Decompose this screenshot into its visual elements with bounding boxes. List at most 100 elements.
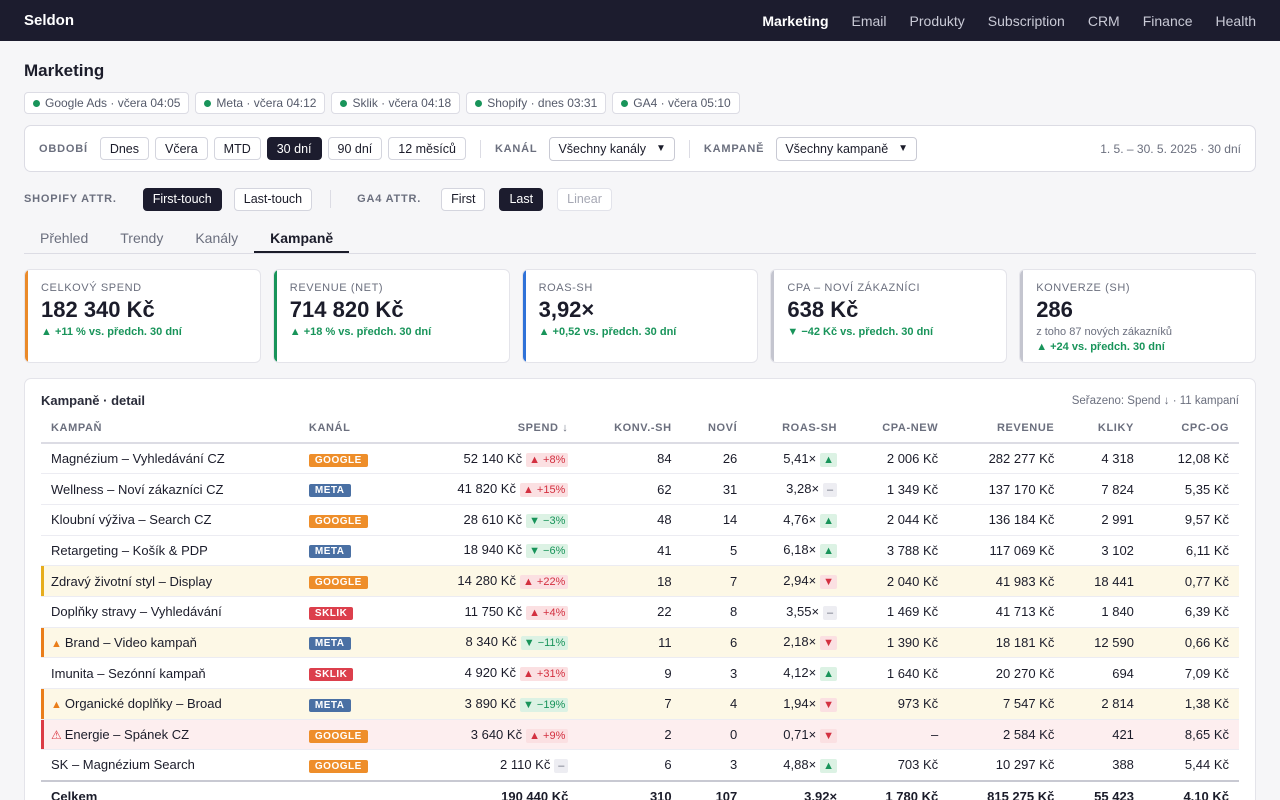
revenue-cell: 41 983 Kč	[948, 565, 1065, 597]
spend-cell: 3 640 Kč ▲ +9%	[403, 719, 579, 751]
period-button-vcera[interactable]: Včera	[155, 137, 208, 160]
kpi-label: CPA – NOVÍ ZÁKAZNÍCI	[787, 282, 921, 294]
table-row[interactable]: Wellness – Noví zákazníci CZ META 41 820 K…	[41, 473, 1239, 505]
spend-cell: 8 340 Kč ▼ −11%	[403, 627, 579, 659]
shopify-attr-last-touch[interactable]: Last-touch	[233, 187, 313, 211]
kpi-delta: ▲ +0,52 vs. předch. 30 dní	[538, 326, 677, 338]
ga4-attr-first[interactable]: First	[441, 187, 486, 211]
campaign-name[interactable]: Retargeting – Košík & PDP	[51, 542, 208, 558]
column-header-novi[interactable]: NOVÍ	[681, 422, 748, 444]
campaign-name[interactable]: Organické doplňky – Broad	[64, 696, 222, 712]
table-row[interactable]: ▲ Brand – Video kampaň META 8 340 Kč ▼ −11% 1…	[41, 627, 1239, 659]
period-button-90-dni[interactable]: 90 dní	[327, 137, 383, 160]
status-dot-icon	[204, 99, 212, 107]
period-label: OBDOBÍ	[39, 142, 88, 155]
column-header-kanal[interactable]: KANÁL	[298, 422, 404, 444]
channel-cell: SKLIK	[298, 657, 404, 689]
trend-down-icon: ▼	[820, 636, 838, 651]
new-customers-cell: 5	[681, 535, 748, 567]
channel-cell: GOOGLE	[298, 443, 404, 475]
kpi-delta: ▲ +18 % vs. předch. 30 dní	[289, 326, 432, 338]
nav-item-subscription[interactable]: Subscription	[987, 12, 1065, 29]
nav-item-health[interactable]: Health	[1215, 12, 1256, 29]
spend-cell: 3 890 Kč ▼ −19%	[403, 688, 579, 720]
table-row[interactable]: Zdravý životní styl – Display GOOGLE 14 28…	[41, 565, 1239, 597]
ga4-attr-last[interactable]: Last	[499, 187, 544, 211]
campaign-name[interactable]: Doplňky stravy – Vyhledávání	[51, 604, 222, 620]
nav-item-crm[interactable]: CRM	[1087, 12, 1120, 29]
campaign-name[interactable]: Zdravý životní styl – Display	[51, 573, 213, 589]
revenue-cell: 41 713 Kč	[948, 596, 1065, 628]
period-button-mtd[interactable]: MTD	[213, 137, 261, 160]
kpi-delta: ▲ +11 % vs. předch. 30 dní	[41, 326, 182, 338]
table-row[interactable]: Doplňky stravy – Vyhledávání SKLIK 11 750 …	[41, 596, 1239, 628]
table-row[interactable]: ⚠ Energie – Spánek CZ GOOGLE 3 640 Kč ▲ +9% 2…	[41, 719, 1239, 751]
campaign-name[interactable]: Kloubní výživa – Search CZ	[51, 512, 212, 528]
channel-badge: GOOGLE	[308, 759, 368, 773]
spend-cell: 18 940 Kč ▼ −6%	[403, 535, 579, 567]
tab-kanaly[interactable]: Kanály	[195, 230, 239, 246]
cpa-cell: 1 349 Kč	[847, 473, 949, 505]
roas-value: 1,94×	[783, 695, 817, 711]
channel-select[interactable]: Všechny kanály ▼	[549, 136, 675, 161]
nav-item-produkty[interactable]: Produkty	[909, 12, 965, 29]
column-header-cpa-new[interactable]: CPA-NEW	[847, 422, 949, 444]
cpc-cell: 5,35 Kč	[1143, 473, 1239, 505]
conversions-cell: 7	[578, 688, 682, 720]
table-row[interactable]: ▲ Organické doplňky – Broad META 3 890 Kč ▼ …	[41, 688, 1239, 720]
campaign-name-cell: Imunita – Sezónní kampaň	[41, 657, 299, 689]
new-customers-cell: 3	[681, 657, 748, 689]
campaign-name[interactable]: SK – Magnézium Search	[51, 757, 195, 773]
trend-down-icon: ▼	[820, 575, 838, 590]
table-row[interactable]: Magnézium – Vyhledávání CZ GOOGLE 52 140 K…	[41, 443, 1239, 475]
total-channel-cell	[298, 779, 404, 800]
table-row[interactable]: Imunita – Sezónní kampaň SKLIK 4 920 Kč ▲ +…	[41, 657, 1239, 689]
column-header-spend[interactable]: SPEND ↓	[403, 422, 579, 444]
column-header-revenue[interactable]: REVENUE	[948, 422, 1065, 444]
column-header-kliky[interactable]: KLIKY	[1064, 422, 1144, 444]
kpi-value: 286	[1036, 297, 1073, 322]
campaign-name[interactable]: Magnézium – Vyhledávání CZ	[51, 451, 225, 467]
period-button-12-mesicu[interactable]: 12 měsíců	[388, 137, 466, 160]
campaign-count: 11 kampaní	[1179, 394, 1239, 407]
shopify-attr-first-touch[interactable]: First-touch	[142, 187, 222, 211]
channel-cell: GOOGLE	[298, 565, 404, 597]
campaign-name[interactable]: Wellness – Noví zákazníci CZ	[51, 481, 224, 497]
nav-item-email[interactable]: Email	[851, 12, 887, 29]
nav-item-finance[interactable]: Finance	[1142, 12, 1193, 29]
table-row[interactable]: Retargeting – Košík & PDP META 18 940 Kč ▼ …	[41, 535, 1239, 567]
table-row[interactable]: SK – Magnézium Search GOOGLE 2 110 Kč –6 3 4,…	[41, 749, 1239, 782]
campaign-name[interactable]: Brand – Video kampaň	[64, 634, 197, 650]
column-header-kampan[interactable]: KAMPAŇ	[41, 422, 299, 444]
total-conv-cell: 310	[578, 779, 682, 800]
spend-value: 28 610 Kč	[463, 511, 523, 527]
tab-prehled[interactable]: Přehled	[40, 230, 89, 246]
spend-delta-badge: ▲ +4%	[526, 605, 569, 620]
total-new-cell: 107	[681, 779, 748, 800]
tab-kampane[interactable]: Kampaně	[254, 222, 350, 253]
channel-badge: META	[308, 637, 351, 651]
total-revenue-cell: 815 275 Kč	[948, 779, 1065, 800]
channel-badge: GOOGLE	[308, 453, 368, 467]
spend-delta-badge: ▼ −11%	[520, 636, 569, 651]
sort-indicator[interactable]: Seřazeno: Spend ↓	[1071, 394, 1170, 407]
period-button-dnes[interactable]: Dnes	[99, 137, 149, 160]
kpi-delta: ▲ +24 vs. předch. 30 dní	[1036, 341, 1165, 353]
tab-trendy[interactable]: Trendy	[120, 230, 164, 246]
nav-item-marketing[interactable]: Marketing	[762, 12, 829, 29]
campaign-name[interactable]: Imunita – Sezónní kampaň	[51, 665, 206, 681]
channel-cell: GOOGLE	[298, 719, 404, 751]
column-header-konv-sh[interactable]: KONV.-SH	[578, 422, 682, 444]
campaign-select[interactable]: Všechny kampaně ▼	[776, 136, 918, 161]
date-range: 1. 5. – 30. 5. 2025 · 30 dní	[1100, 141, 1241, 156]
brand-logo[interactable]: Seldon	[24, 12, 75, 29]
table-row[interactable]: Kloubní výživa – Search CZ GOOGLE 28 610 K…	[41, 504, 1239, 536]
column-header-roas-sh[interactable]: ROAS-SH	[747, 422, 848, 444]
column-header-cpc-og[interactable]: CPC-OG	[1143, 422, 1239, 444]
campaign-name[interactable]: Energie – Spánek CZ	[64, 727, 190, 743]
new-customers-cell: 8	[681, 596, 748, 628]
period-button-30-dni[interactable]: 30 dní	[266, 137, 322, 160]
campaign-name-cell: Zdravý životní styl – Display	[41, 565, 299, 597]
new-customers-cell: 7	[681, 565, 748, 597]
campaign-name-cell: ⚠ Energie – Spánek CZ	[41, 719, 299, 751]
